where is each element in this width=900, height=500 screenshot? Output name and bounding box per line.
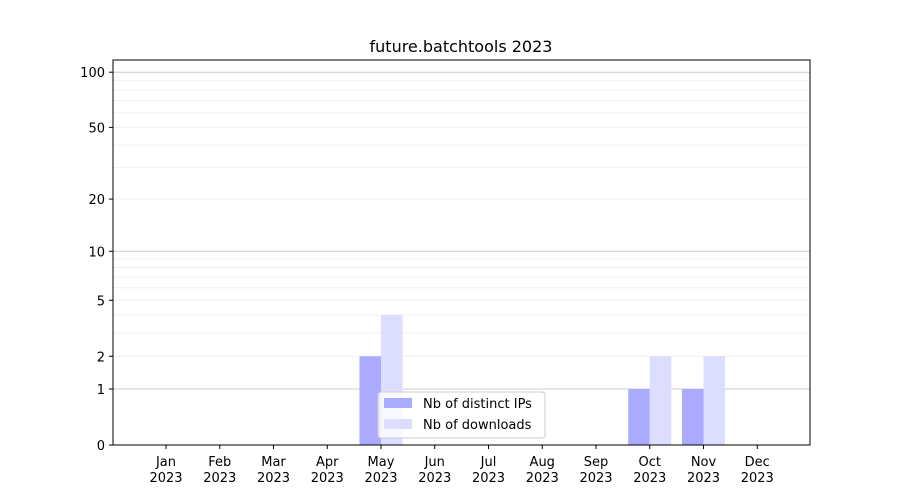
x-tick-label: Apr	[316, 455, 339, 470]
legend-box	[377, 391, 546, 439]
x-tick-label: 2023	[418, 471, 451, 486]
x-tick-label: Nov	[691, 455, 717, 470]
y-tick-label: 50	[88, 121, 105, 136]
y-tick-label: 10	[88, 245, 105, 260]
legend: Nb of distinct IPs Nb of downloads	[377, 391, 546, 439]
y-tick-label: 2	[97, 350, 105, 365]
x-tick-label: Jul	[480, 455, 497, 470]
legend-swatch	[384, 398, 412, 408]
bar-distinct-ips	[359, 356, 381, 445]
y-tick-label: 100	[80, 66, 105, 81]
x-tick-label: 2023	[687, 471, 720, 486]
y-tick-label: 0	[97, 439, 105, 454]
bar-distinct-ips	[682, 389, 704, 445]
legend-swatch	[384, 419, 412, 429]
x-tick-label: 2023	[311, 471, 344, 486]
x-tick-label: Oct	[639, 455, 661, 470]
x-tick-label: 2023	[203, 471, 236, 486]
y-tick-label: 20	[88, 193, 105, 208]
bar-downloads	[703, 356, 725, 445]
x-tick-label: May	[368, 455, 395, 470]
x-tick-label: 2023	[579, 471, 612, 486]
x-tick-label: 2023	[149, 471, 182, 486]
chart-title: future.batchtools 2023	[370, 37, 553, 56]
x-tick-label: 2023	[741, 471, 774, 486]
x-tick-label: Dec	[745, 455, 770, 470]
x-tick-label: 2023	[633, 471, 666, 486]
x-tick-label: Jun	[424, 455, 445, 470]
x-tick-label: 2023	[257, 471, 290, 486]
bar-downloads	[649, 356, 672, 445]
legend-label: Nb of downloads	[423, 418, 532, 433]
plot-frame	[112, 59, 811, 446]
x-tick-label: Feb	[208, 455, 231, 470]
x-tick-label: 2023	[364, 471, 397, 486]
x-tick-label: 2023	[526, 471, 559, 486]
x-tick-label: Sep	[584, 455, 609, 470]
legend-label: Nb of distinct IPs	[423, 397, 532, 412]
x-tick-label: Jan	[155, 455, 176, 470]
x-tick-label: 2023	[472, 471, 505, 486]
y-tick-label: 5	[97, 294, 105, 309]
x-tick-label: Aug	[530, 455, 555, 470]
x-tick-label: Mar	[261, 455, 286, 470]
y-tick-label: 1	[97, 383, 105, 398]
bar-distinct-ips	[628, 389, 650, 445]
